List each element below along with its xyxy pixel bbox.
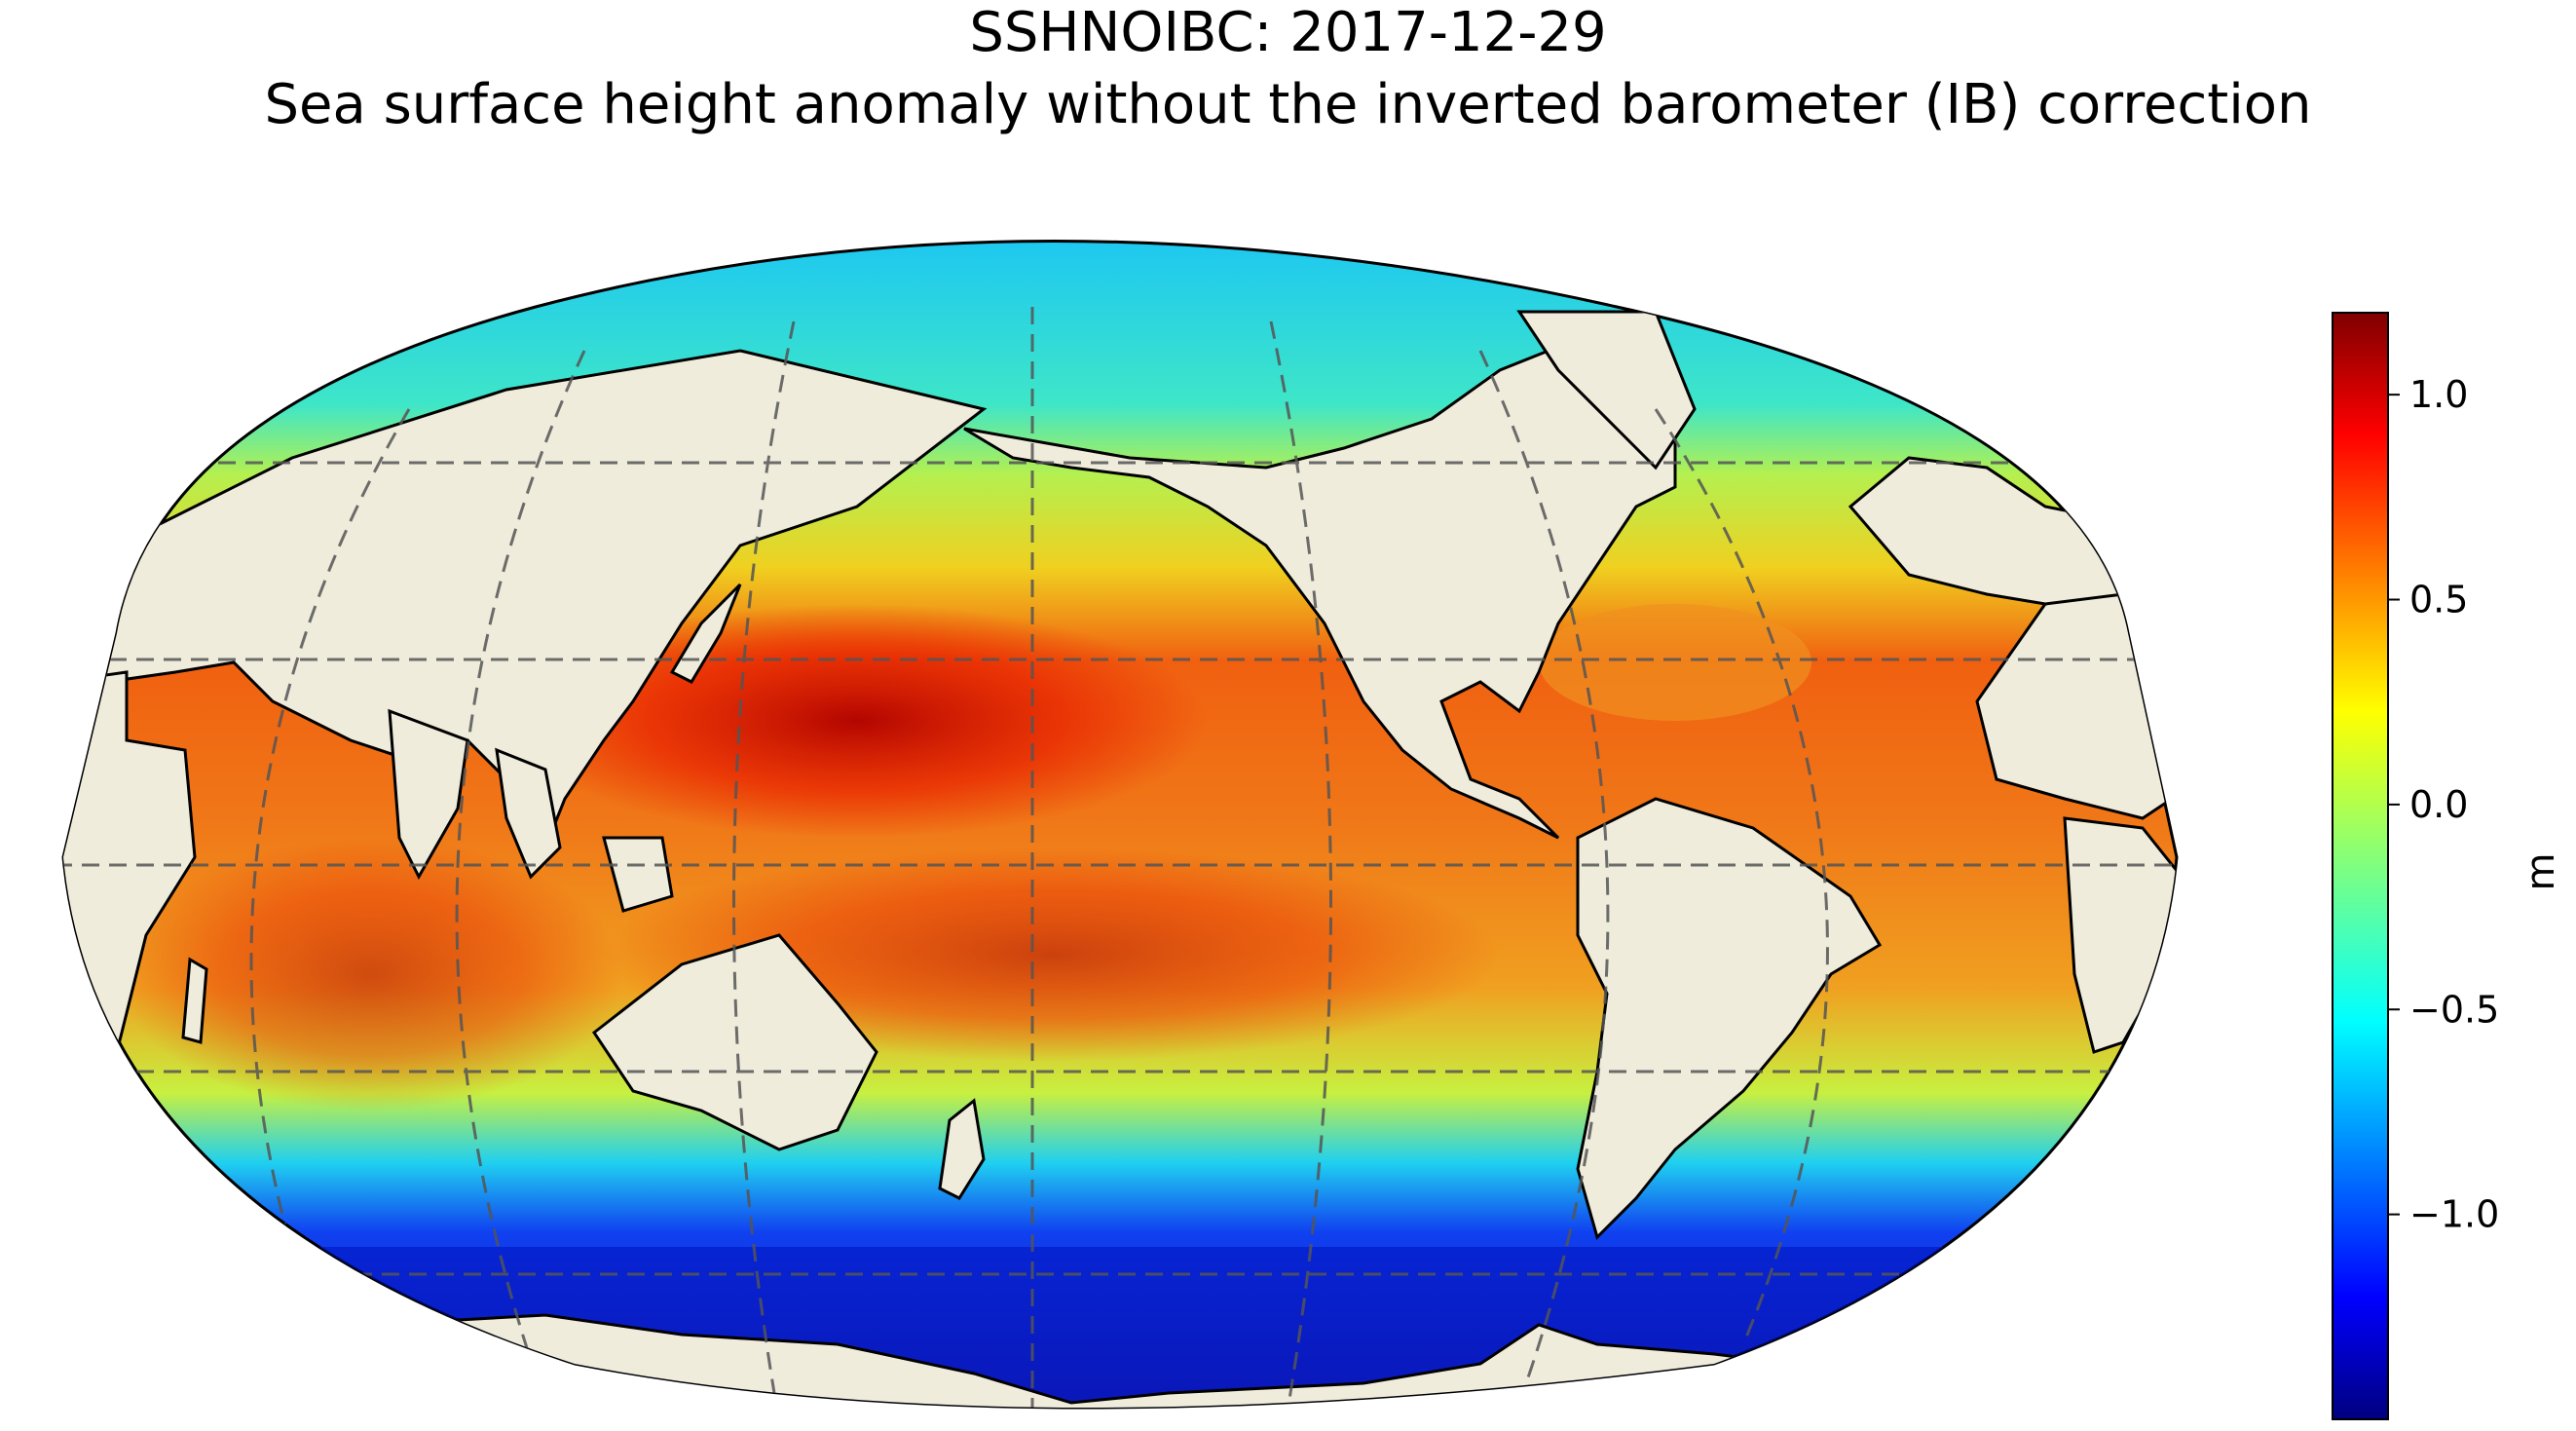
- land-south-america: [1576, 797, 1883, 1240]
- graticule: [63, 307, 2177, 1408]
- colorbar-gradient: [2332, 312, 2389, 1420]
- globe-outline: [61, 240, 2179, 1410]
- colorbar-tick-label: −1.0: [2409, 1193, 2499, 1236]
- colorbar-tick-label: 1.0: [2409, 373, 2468, 416]
- colorbar-tick-label: −0.5: [2409, 988, 2499, 1031]
- ocean-field: [61, 240, 2179, 1410]
- colorbar-label: m: [2519, 853, 2563, 891]
- colorbar: 1.0 0.5 0.0 −0.5 −1.0 m: [2332, 312, 2563, 1420]
- indian-ocean-anomaly: [117, 838, 623, 1111]
- colorbar-tick-label: 0.5: [2409, 579, 2468, 621]
- colorbar-ticks: 1.0 0.5 0.0 −0.5 −1.0: [2388, 373, 2499, 1236]
- land-eurasia: [63, 349, 988, 851]
- chart-title-line-1: SSHNOIBC: 2017-12-29: [969, 1, 1607, 64]
- land-india: [388, 708, 469, 881]
- land-australia: [591, 933, 878, 1151]
- land-new-zealand: [938, 1098, 986, 1200]
- land-borneo: [602, 836, 674, 913]
- chart-title-line-2: Sea surface height anomaly without the i…: [264, 73, 2312, 136]
- land-southeast-asia: [495, 747, 562, 880]
- north-atlantic-anomaly: [1539, 604, 1811, 721]
- colorbar-tick-label: 0.0: [2409, 783, 2468, 826]
- land-japan: [669, 583, 742, 684]
- land-madagascar: [181, 957, 208, 1044]
- meridian-60w-side: [731, 320, 796, 1408]
- meridian-60e-side: [1269, 320, 1333, 1408]
- meridian-180w-side: [249, 408, 411, 1345]
- meridian-120w-side: [455, 350, 586, 1404]
- meridian-180e-side: [1654, 408, 1829, 1345]
- meridian-120e-side: [1478, 350, 1610, 1404]
- land-north-america: [963, 329, 1677, 840]
